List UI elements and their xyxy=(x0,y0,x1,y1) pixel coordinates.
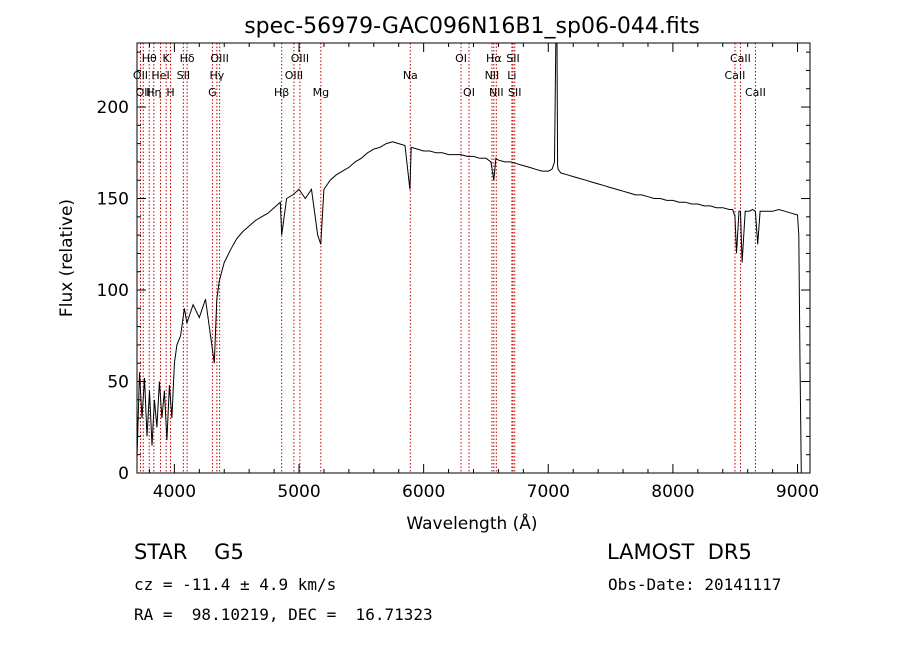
line-label-22: Li xyxy=(507,69,516,82)
line-label-20: Hα xyxy=(486,52,502,65)
line-label-5: K xyxy=(163,52,171,65)
line-label-15: Mg xyxy=(313,86,329,99)
line-label-26: CaII xyxy=(730,52,751,65)
line-label-25: CaII xyxy=(725,69,746,82)
observation-date: Obs-Date: 20141117 xyxy=(608,575,782,594)
line-label-14: OIII xyxy=(291,52,309,65)
y-tick-label: 200 xyxy=(97,98,129,118)
x-tick-label: 8000 xyxy=(651,482,694,502)
line-label-8: Hδ xyxy=(180,52,195,65)
line-label-6: H xyxy=(166,86,174,99)
line-label-16: Na xyxy=(403,69,418,82)
line-label-4: HeI xyxy=(151,69,169,82)
redshift-cz: cz = -11.4 ± 4.9 km/s xyxy=(134,575,337,594)
spectrum-line xyxy=(136,42,802,474)
line-label-0: OII xyxy=(133,69,148,82)
line-label-7: SII xyxy=(177,69,190,82)
y-tick-label: 50 xyxy=(107,373,129,393)
line-label-13: OIII xyxy=(285,69,303,82)
line-label-2: Hθ xyxy=(142,52,157,65)
y-axis-label: Flux (relative) xyxy=(57,199,77,317)
x-tick-label: 6000 xyxy=(402,482,445,502)
line-label-18: OI xyxy=(463,86,475,99)
line-label-24: SII xyxy=(508,86,521,99)
line-label-21: NII xyxy=(489,86,504,99)
line-label-3: Hη xyxy=(146,86,161,99)
coordinates: RA = 98.10219, DEC = 16.71323 xyxy=(134,605,433,624)
chart-title: spec-56979-GAC096N16B1_sp06-044.fits xyxy=(244,14,700,39)
survey-release: LAMOST DR5 xyxy=(607,540,752,564)
line-label-27: CaII xyxy=(745,86,766,99)
x-tick-label: 9000 xyxy=(776,482,819,502)
line-label-1: OII xyxy=(136,86,151,99)
line-label-17: OI xyxy=(455,52,467,65)
line-label-12: Hβ xyxy=(274,86,289,99)
spectral-class: STAR G5 xyxy=(134,540,244,564)
line-label-19: NII xyxy=(485,69,500,82)
line-label-9: G xyxy=(208,86,217,99)
x-tick-label: 7000 xyxy=(527,482,570,502)
line-label-10: Hγ xyxy=(209,69,224,82)
y-tick-label: 0 xyxy=(118,464,129,484)
line-label-11: OIII xyxy=(210,52,228,65)
x-axis-label: Wavelength (Å) xyxy=(406,512,537,534)
plot-frame xyxy=(136,42,811,474)
y-tick-label: 100 xyxy=(97,281,129,301)
line-label-23: SII xyxy=(506,52,519,65)
x-tick-label: 4000 xyxy=(153,482,196,502)
spectral-line-labels: OIIOIIHθHηHeIKHSIIHδGHγOIIIHβOIIIOIIIMgN… xyxy=(133,52,766,99)
x-axis: 4000 5000 6000 7000 8000 9000 xyxy=(148,43,819,502)
y-tick-label: 150 xyxy=(97,190,129,210)
spectral-line-markers xyxy=(139,43,756,473)
x-tick-label: 5000 xyxy=(277,482,320,502)
y-axis: 0 50 100 150 200 xyxy=(97,51,810,484)
